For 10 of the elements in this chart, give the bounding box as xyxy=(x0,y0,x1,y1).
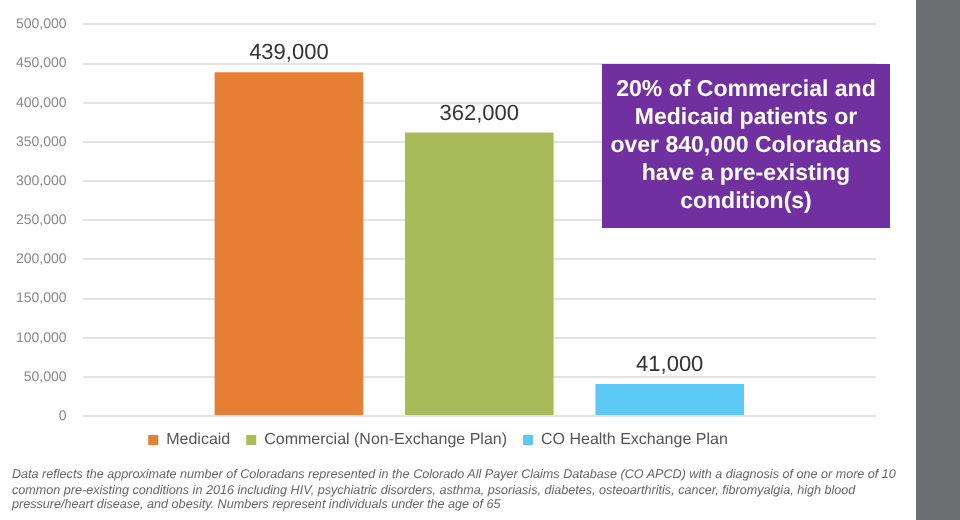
legend-label: Commercial (Non-Exchange Plan) xyxy=(264,430,508,449)
bar xyxy=(405,132,554,415)
data-label: 41,000 xyxy=(636,352,704,377)
data-label: 439,000 xyxy=(249,41,329,66)
bar xyxy=(214,72,364,415)
data-label: 362,000 xyxy=(439,101,520,126)
legend-label: CO Health Exchange Plan xyxy=(541,430,728,449)
annotation: 20% of Commercial and Medicaid patients or over 840,000 Coloradans have a pre-existing condition(s) xyxy=(602,64,890,228)
legend-label: Medicaid xyxy=(166,430,231,449)
bar xyxy=(595,383,744,415)
